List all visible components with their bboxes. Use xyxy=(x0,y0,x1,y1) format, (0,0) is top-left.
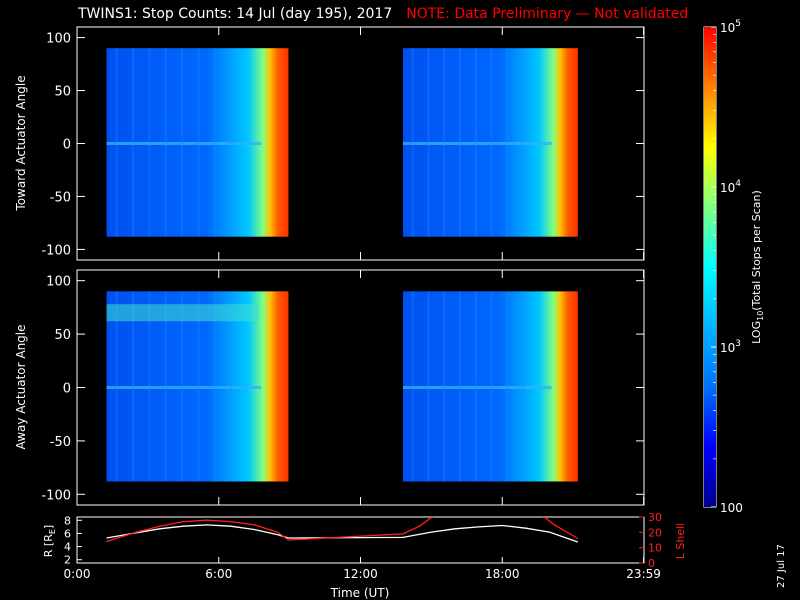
away-ytick-label: 0 xyxy=(63,382,71,397)
away-texture-stripe xyxy=(131,291,134,482)
orbit-r-ylabel: R [RE] xyxy=(42,525,57,557)
date-stamp: 27 Jul 17 xyxy=(776,544,787,588)
lshell-ytick-label: 10 xyxy=(648,542,662,555)
colorbar-tick-exp: 3 xyxy=(735,339,741,349)
away-texture-stripe xyxy=(411,291,414,482)
colorbar-label-main: LOG xyxy=(750,321,763,344)
colorbar-label-sub: 10 xyxy=(756,311,765,321)
away-texture-stripe xyxy=(474,291,477,482)
time-xtick-label: 6:00 xyxy=(205,567,232,581)
away-zero-stripe-2 xyxy=(403,386,552,389)
orbit-r-ylabel-sub: E xyxy=(48,529,57,534)
colorbar-label-end: (Total Stops per Scan) xyxy=(750,190,763,311)
toward-texture-stripe xyxy=(115,48,118,237)
colorbar-gradient xyxy=(704,27,716,507)
lshell-ylabel: L Shell xyxy=(674,523,687,559)
toward-texture-stripe xyxy=(148,48,151,237)
time-xtick-label: 23:59 xyxy=(626,567,661,581)
toward-texture-stripe xyxy=(164,48,167,237)
toward-ytick-label: -50 xyxy=(50,190,71,205)
lshell-line xyxy=(106,517,579,543)
r-distance-line xyxy=(106,524,579,543)
away-zero-stripe-1 xyxy=(106,386,262,389)
time-xtick-label: 18:00 xyxy=(485,567,520,581)
orbit-panel-frame xyxy=(76,516,645,564)
axes: 100500-50-100100500-50-100864230201000:0… xyxy=(41,27,662,581)
toward-texture-stripe xyxy=(197,48,200,237)
orbit-r-ylabel-end: ] xyxy=(42,525,55,529)
orbit-ytick-label: 2 xyxy=(64,554,71,567)
toward-ytick-label: -100 xyxy=(41,243,71,258)
away-ytick-label: -100 xyxy=(41,488,71,503)
away-texture-stripe xyxy=(115,291,118,482)
away-texture-stripe xyxy=(490,291,493,482)
toward-texture-stripe xyxy=(506,48,509,237)
colorbar-tick-base: 100 xyxy=(720,501,743,515)
toward-texture-stripe xyxy=(213,48,216,237)
colorbar-tick-base: 10 xyxy=(720,341,735,355)
toward-heatmap xyxy=(106,48,578,237)
toward-texture-stripe xyxy=(131,48,134,237)
toward-ytick-label: 100 xyxy=(46,32,71,47)
away-enhancement-band xyxy=(106,304,259,322)
lshell-ytick-label: 20 xyxy=(648,526,662,539)
toward-texture-stripe xyxy=(181,48,184,237)
title-text: TWINS1: Stop Counts: 14 Jul (day 195), 2… xyxy=(78,6,393,22)
colorbar-tick-label: 104 xyxy=(720,179,741,195)
lshell-ytick-label: 30 xyxy=(648,511,662,524)
colorbar-tick-label: 105 xyxy=(720,19,741,35)
away-ytick-label: 50 xyxy=(54,328,71,343)
toward-ytick-label: 50 xyxy=(54,85,71,100)
away-ytick-label: 100 xyxy=(46,275,71,290)
toward-texture-stripe xyxy=(427,48,430,237)
colorbar-tick-base: 10 xyxy=(720,21,735,35)
colorbar-tick-base: 10 xyxy=(720,181,735,195)
toward-texture-stripe xyxy=(230,48,233,237)
toward-zero-stripe-2 xyxy=(403,142,552,145)
toward-ytick-label: 0 xyxy=(63,138,71,153)
lshell-ytick-label: 0 xyxy=(648,557,655,570)
toward-texture-stripe xyxy=(411,48,414,237)
orbit-ytick-label: 8 xyxy=(64,514,71,527)
orbit-r-ylabel-main: R [R xyxy=(42,534,55,557)
time-xlabel: Time (UT) xyxy=(330,586,390,600)
away-texture-stripe xyxy=(458,291,461,482)
chart-title: TWINS1: Stop Counts: 14 Jul (day 195), 2… xyxy=(78,6,688,22)
away-ytick-label: -50 xyxy=(50,435,71,450)
orbit-ytick-label: 4 xyxy=(64,541,71,554)
away-heatmap xyxy=(106,291,578,482)
away-texture-stripe xyxy=(427,291,430,482)
colorbar-tick-exp: 4 xyxy=(735,179,741,189)
orbit-plot xyxy=(106,517,579,543)
toward-texture-stripe xyxy=(474,48,477,237)
colorbar-tick-exp: 5 xyxy=(735,19,741,29)
toward-texture-stripe xyxy=(521,48,524,237)
toward-texture-stripe xyxy=(458,48,461,237)
away-texture-stripe xyxy=(443,291,446,482)
away-ylabel: Away Actuator Angle xyxy=(14,324,28,449)
away-texture-stripe xyxy=(181,291,184,482)
away-texture-stripe xyxy=(521,291,524,482)
away-texture-stripe xyxy=(197,291,200,482)
colorbar-label: LOG10(Total Stops per Scan) xyxy=(750,190,765,344)
away-texture-stripe xyxy=(164,291,167,482)
toward-texture-stripe xyxy=(490,48,493,237)
toward-ylabel: Toward Actuator Angle xyxy=(14,75,28,211)
time-xtick-label: 12:00 xyxy=(343,567,378,581)
toward-texture-stripe xyxy=(443,48,446,237)
away-texture-stripe xyxy=(213,291,216,482)
time-xtick-label: 0:00 xyxy=(64,567,91,581)
away-texture-stripe xyxy=(506,291,509,482)
toward-zero-stripe-1 xyxy=(106,142,262,145)
orbit-ytick-label: 6 xyxy=(64,527,71,540)
colorbar-tick-label: 100 xyxy=(720,501,743,515)
away-texture-stripe xyxy=(230,291,233,482)
away-texture-stripe xyxy=(148,291,151,482)
preliminary-note: NOTE: Data Preliminary — Not validated xyxy=(406,6,689,22)
colorbar-tick-label: 103 xyxy=(720,339,741,355)
